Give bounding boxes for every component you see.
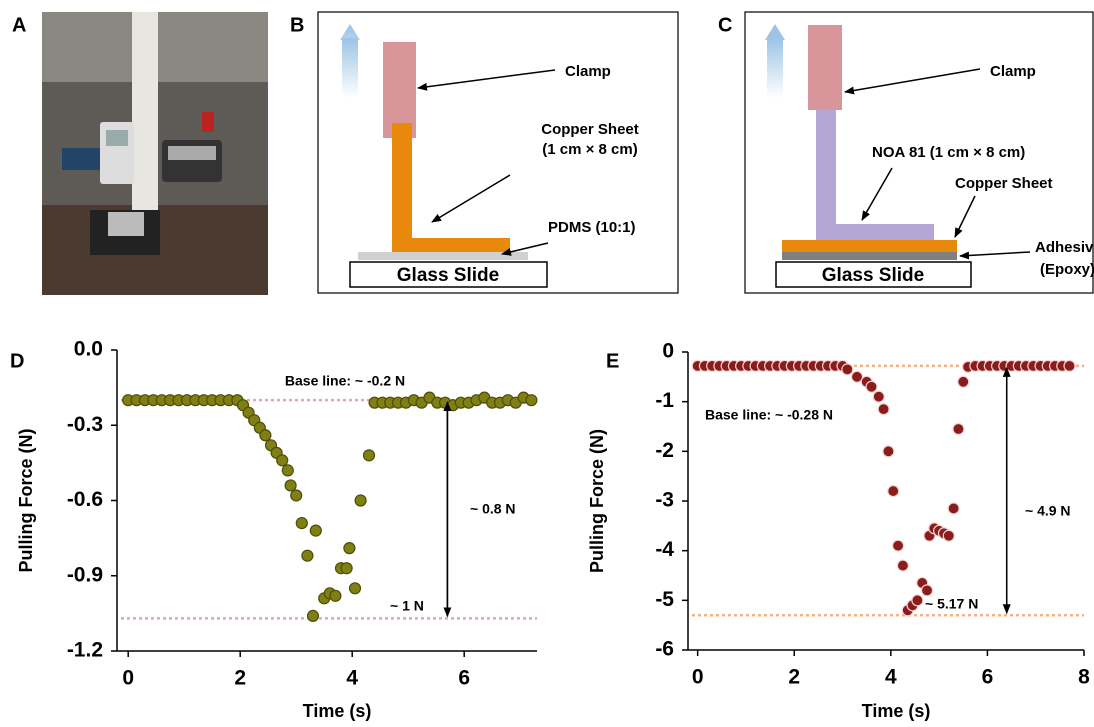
data-point [887, 484, 900, 498]
data-point [841, 363, 854, 376]
photo [42, 12, 268, 295]
glass-label: Glass Slide [397, 265, 499, 286]
x-tick-label: 8 [1078, 666, 1090, 689]
y-tick-label: 0 [662, 340, 674, 363]
y-tick-label: -1 [655, 389, 674, 412]
annotation: Base line: ~ -0.28 N [705, 407, 833, 423]
data-point [911, 594, 924, 607]
data-point [340, 562, 353, 575]
x-tick-label: 4 [346, 667, 358, 690]
data-point [306, 609, 320, 622]
data-point [354, 494, 367, 507]
copper-label: Copper Sheet [541, 121, 639, 138]
y-tick-label: -1.2 [67, 639, 103, 662]
data-point [348, 582, 362, 595]
glass-label: Glass Slide [822, 265, 924, 286]
x-tick-label: 0 [692, 666, 704, 689]
y-tick-label: -2 [655, 439, 674, 462]
clamp-label: Clamp [990, 63, 1036, 80]
y-tick-label: 0.0 [74, 338, 103, 361]
x-tick-label: 6 [458, 667, 470, 690]
data-point [295, 516, 308, 530]
y-tick-label: -0.6 [67, 488, 103, 511]
data-point [525, 394, 538, 407]
adhesive-label: Adhesive [1035, 239, 1094, 256]
data-point [942, 529, 955, 542]
x-tick-label: 2 [234, 667, 246, 690]
x-tick-label: 2 [788, 666, 800, 689]
x-tick-label: 6 [982, 666, 994, 689]
y-tick-label: -0.9 [67, 563, 103, 586]
data-point [329, 589, 342, 602]
annotation: ~ 4.9 N [1025, 503, 1071, 519]
x-tick-label: 4 [885, 666, 897, 689]
y-tick-label: -3 [655, 489, 674, 512]
data-point [281, 464, 294, 477]
data-point [920, 584, 934, 597]
data-point [947, 502, 960, 515]
data-point [957, 375, 970, 388]
data-point [301, 549, 314, 562]
annotation: ~ 0.8 N [470, 501, 516, 517]
data-point [850, 370, 864, 383]
data-point [882, 445, 895, 458]
data-point [290, 489, 303, 502]
y-tick-label: -6 [655, 638, 674, 661]
panel-label: A [12, 14, 26, 36]
data-point [877, 403, 890, 416]
panel-label: D [10, 350, 24, 372]
data-point [343, 542, 356, 555]
y-tick-label: -5 [655, 588, 674, 611]
noa-label: NOA 81 (1 cm × 8 cm) [872, 144, 1025, 161]
data-point [865, 380, 878, 393]
pdms-label: PDMS (10:1) [548, 219, 636, 236]
y-axis-title: Pulling Force (N) [587, 429, 607, 573]
copper-size: (1 cm × 8 cm) [542, 141, 637, 158]
data-point [276, 454, 289, 467]
annotation: ~ 5.17 N [925, 596, 978, 612]
data-point [1063, 359, 1076, 373]
data-point [952, 422, 965, 436]
x-tick-label: 0 [122, 667, 134, 690]
data-point [259, 429, 272, 442]
data-point [284, 479, 297, 492]
data-point [872, 390, 885, 403]
panel-label: C [718, 14, 732, 36]
data-point [896, 559, 910, 572]
y-tick-label: -4 [655, 538, 674, 561]
panel-label: B [290, 14, 304, 36]
x-axis-title: Time (s) [303, 701, 372, 721]
y-axis-title: Pulling Force (N) [16, 428, 36, 572]
epoxy-label: (Epoxy) [1040, 261, 1094, 278]
panel-label: E [606, 350, 619, 372]
x-axis-title: Time (s) [862, 701, 931, 721]
copper-label: Copper Sheet [955, 175, 1053, 192]
annotation: ~ 1 N [390, 598, 424, 614]
annotation: Base line: ~ -0.2 N [285, 373, 405, 389]
diagram-c: Glass Slide Clamp NOA 81 (1 cm × 8 cm) C… [744, 11, 1094, 294]
clamp-label: Clamp [565, 63, 611, 80]
data-point [309, 524, 322, 537]
y-tick-label: -0.3 [67, 413, 103, 436]
data-point [362, 449, 376, 462]
data-point [891, 539, 905, 552]
diagram-b: Glass Slide Clamp Copper Sheet (1 cm × 8… [317, 11, 679, 294]
